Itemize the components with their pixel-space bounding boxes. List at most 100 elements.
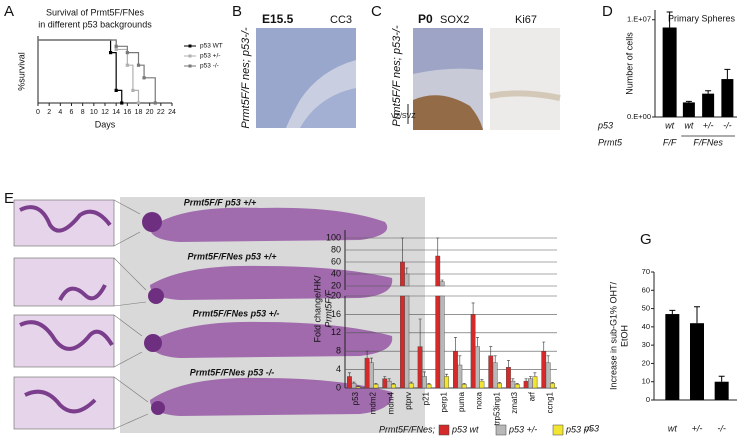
y-axis-label: Increase in sub-G1% OHT/: [608, 281, 618, 390]
bar: [665, 314, 680, 400]
survival-marker: [136, 101, 141, 105]
error-bar: [511, 378, 515, 382]
bar: [461, 384, 467, 389]
error-bar: [462, 383, 466, 385]
error-bar: [669, 309, 676, 315]
bar: [510, 380, 516, 389]
bar: [497, 383, 502, 389]
bar: [457, 364, 463, 389]
survival-marker: [142, 76, 146, 80]
y-tick-label: 8: [336, 346, 341, 356]
y-tick-label: 70: [642, 267, 650, 276]
y-axis-label: Prmt5F/F: [323, 290, 333, 328]
legend-marker: [188, 64, 192, 68]
y-axis-label: %survival: [16, 52, 26, 91]
y-axis-label: Number of cells: [624, 32, 634, 95]
x-tick-label: mdm4: [386, 391, 395, 414]
survival-line: [38, 39, 140, 103]
y-tick-label: 4: [336, 364, 341, 374]
genotype-label: Prmt5F/FNes p53 +/-: [193, 308, 280, 318]
bar: [682, 102, 695, 117]
genotype-label: Prmt5F/F p53 +/+: [184, 197, 257, 207]
bar: [550, 383, 555, 389]
legend-swatch: [552, 424, 564, 436]
bar: [417, 346, 423, 389]
x-tick-label: wt: [668, 423, 677, 433]
survival-marker: [114, 47, 118, 52]
genotype-label: Prmt5F/FNes p53 +/+: [187, 251, 277, 261]
y-axis-label: Fold change/HK/: [312, 275, 322, 343]
bar: [523, 380, 529, 389]
y-tick-label: 16: [331, 309, 341, 319]
x-tick-label: -/-: [717, 423, 726, 433]
error-bar: [365, 350, 369, 359]
legend-title: Prmt5F/FNes;: [379, 424, 436, 434]
x-tick-label: p53: [351, 391, 360, 405]
x-tick-label: 16: [123, 109, 131, 116]
zone-label: VZ/SVZ: [391, 113, 416, 120]
bar: [355, 386, 361, 389]
panel-letter: D: [602, 3, 613, 20]
bar-upper: [435, 255, 441, 287]
x-tick-label: trp53inp1: [492, 391, 501, 425]
stain-label: Ki67: [515, 14, 537, 26]
error-bar: [498, 382, 502, 384]
stage-label: E15.5: [262, 12, 294, 26]
x-tick-label: puma: [457, 391, 466, 412]
bar: [439, 295, 445, 389]
y-tick-label: 40: [642, 322, 650, 331]
error-bar: [724, 68, 731, 80]
x-tick-label: wt: [684, 120, 693, 130]
bar: [479, 380, 485, 389]
x-tick-label: +/-: [692, 423, 703, 433]
brain-sections: [13, 197, 425, 433]
bar: [408, 383, 414, 389]
bar: [444, 376, 449, 389]
error-bar: [374, 383, 378, 385]
error-bar: [440, 279, 444, 282]
y-tick-label: 80: [331, 244, 341, 254]
x-tick-label: 12: [101, 109, 109, 116]
chart-title: Primary Spheres: [668, 13, 736, 23]
x-tick-label: 14: [112, 109, 120, 116]
y-tick-label: 20: [331, 290, 341, 300]
error-bar: [666, 11, 673, 28]
survival-marker: [108, 51, 113, 55]
legend-label: p53 +/-: [200, 53, 220, 60]
chart-title: Survival of Prmt5F/FNes: [46, 7, 145, 17]
survival-marker: [131, 88, 135, 92]
error-bar: [418, 318, 422, 347]
bar: [386, 380, 392, 389]
x-tick-label: 22: [157, 109, 165, 116]
error-bar: [493, 355, 497, 363]
bar-upper: [404, 273, 410, 287]
error-bar: [551, 382, 555, 384]
bar: [391, 384, 396, 389]
y-tick-label: 60: [642, 285, 650, 294]
chart-subtitle: in different p53 backgrounds: [38, 19, 152, 29]
panel-letter: A: [4, 3, 14, 20]
micrograph-b: [256, 28, 356, 128]
survival-marker: [153, 101, 157, 105]
legend-label: p53 -/-: [200, 63, 219, 70]
survival-line: [38, 39, 123, 103]
error-bar: [718, 375, 725, 382]
legend-swatch: [495, 424, 507, 436]
error-bar: [524, 378, 528, 382]
x-tick-label: 8: [81, 109, 85, 116]
y-tick-label: 0.E+00: [627, 112, 651, 121]
y-tick-label: 20: [331, 280, 341, 290]
y-tick-label: 0: [646, 395, 650, 404]
error-bar: [453, 337, 457, 352]
bar: [351, 383, 357, 389]
x-tick-label: p21: [422, 391, 431, 405]
y-tick-label: 20: [642, 358, 650, 367]
legend-label: p53 WT: [200, 43, 223, 50]
error-bar: [546, 355, 550, 363]
error-bar: [529, 376, 532, 379]
bar: [426, 384, 432, 389]
bar: [506, 367, 511, 389]
y-tick-label: 100: [326, 232, 341, 242]
